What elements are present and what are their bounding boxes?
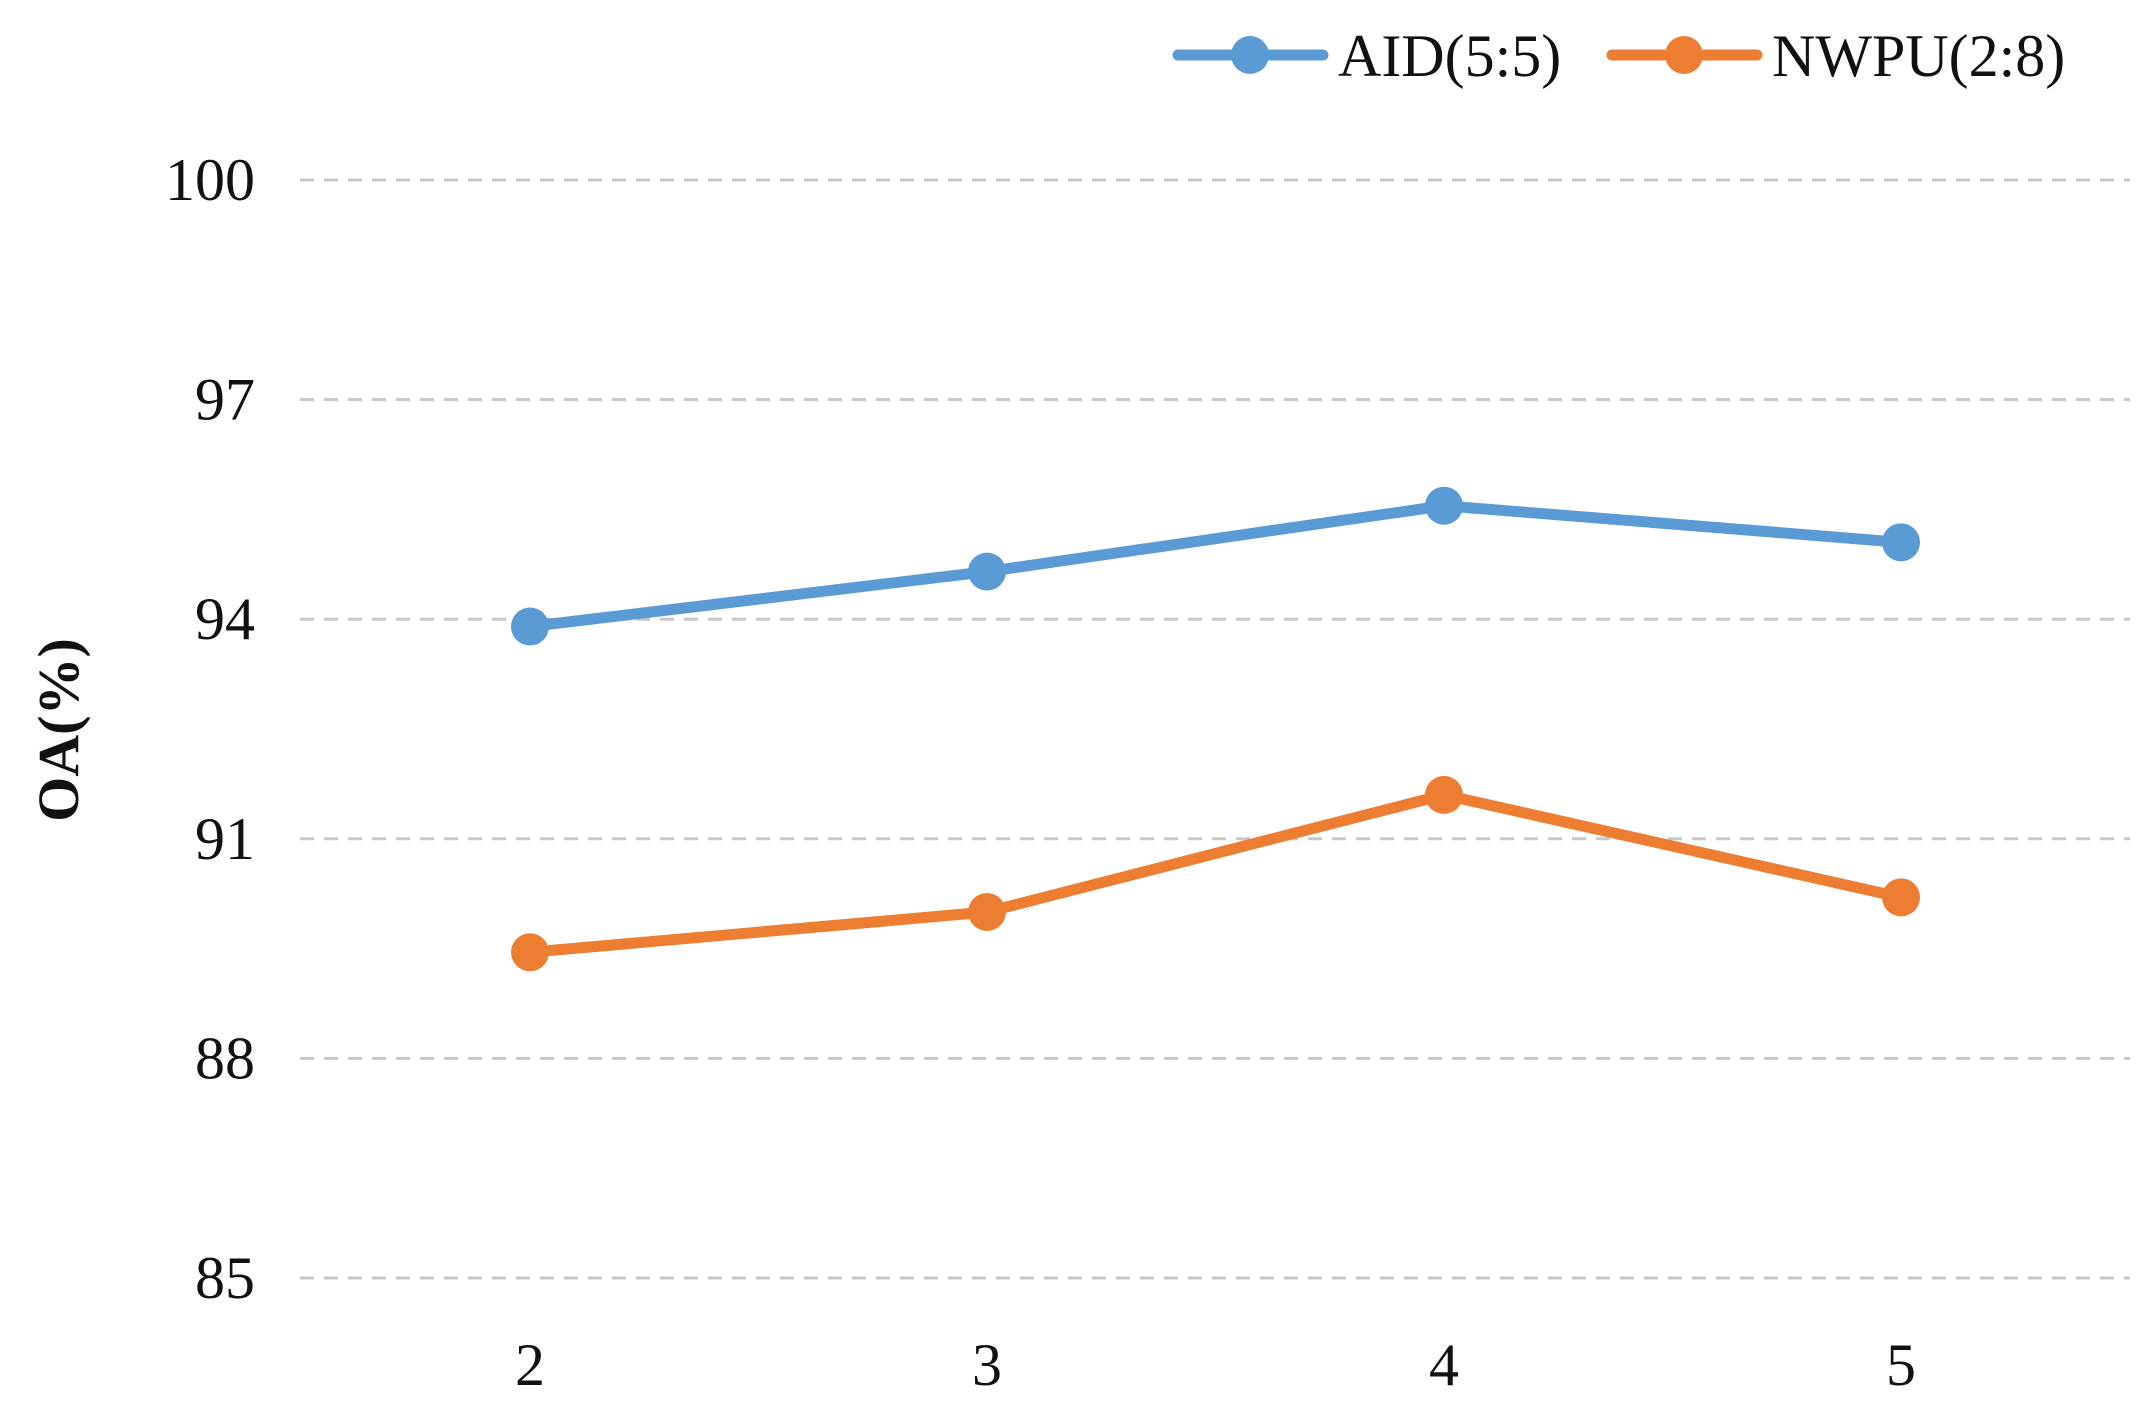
y-tick-label: 97 xyxy=(195,367,255,433)
y-axis-title: OA(%) xyxy=(26,638,91,822)
y-tick-labels: 100 97 94 91 88 85 xyxy=(165,147,255,1311)
legend-item: NWPU(2:8) xyxy=(1606,23,2065,89)
y-tick-label: 88 xyxy=(195,1025,255,1091)
y-tick-label: 85 xyxy=(195,1245,255,1311)
x-tick-label: 4 xyxy=(1429,1332,1459,1398)
data-point xyxy=(511,607,549,646)
x-tick-label: 3 xyxy=(972,1332,1002,1398)
data-point xyxy=(1882,523,1920,562)
legend-marker xyxy=(1665,36,1703,74)
series-1 xyxy=(511,775,1920,972)
data-point xyxy=(968,893,1006,931)
series-0 xyxy=(511,486,1920,646)
data-point xyxy=(1425,775,1463,814)
grid-layer xyxy=(300,178,2130,1280)
legend-item: AID(5:5) xyxy=(1172,23,1561,89)
legend-label: AID(5:5) xyxy=(1338,23,1561,89)
x-tick-labels: 2 3 4 5 xyxy=(515,1332,1916,1398)
x-tick-label: 5 xyxy=(1886,1332,1916,1398)
x-tick-label: 2 xyxy=(515,1332,545,1398)
data-point xyxy=(1882,878,1920,917)
series-line xyxy=(524,500,1907,633)
legend: AID(5:5) NWPU(2:8) xyxy=(1172,23,2065,89)
legend-marker xyxy=(1231,36,1269,74)
series-line xyxy=(524,789,1907,958)
legend-label: NWPU(2:8) xyxy=(1772,23,2065,89)
y-tick-label: 91 xyxy=(195,806,255,872)
data-point xyxy=(968,552,1006,591)
series-layer xyxy=(511,486,1920,972)
y-tick-label: 94 xyxy=(195,586,255,652)
data-point xyxy=(511,933,549,972)
y-tick-label: 100 xyxy=(165,147,255,213)
data-point xyxy=(1425,486,1463,525)
